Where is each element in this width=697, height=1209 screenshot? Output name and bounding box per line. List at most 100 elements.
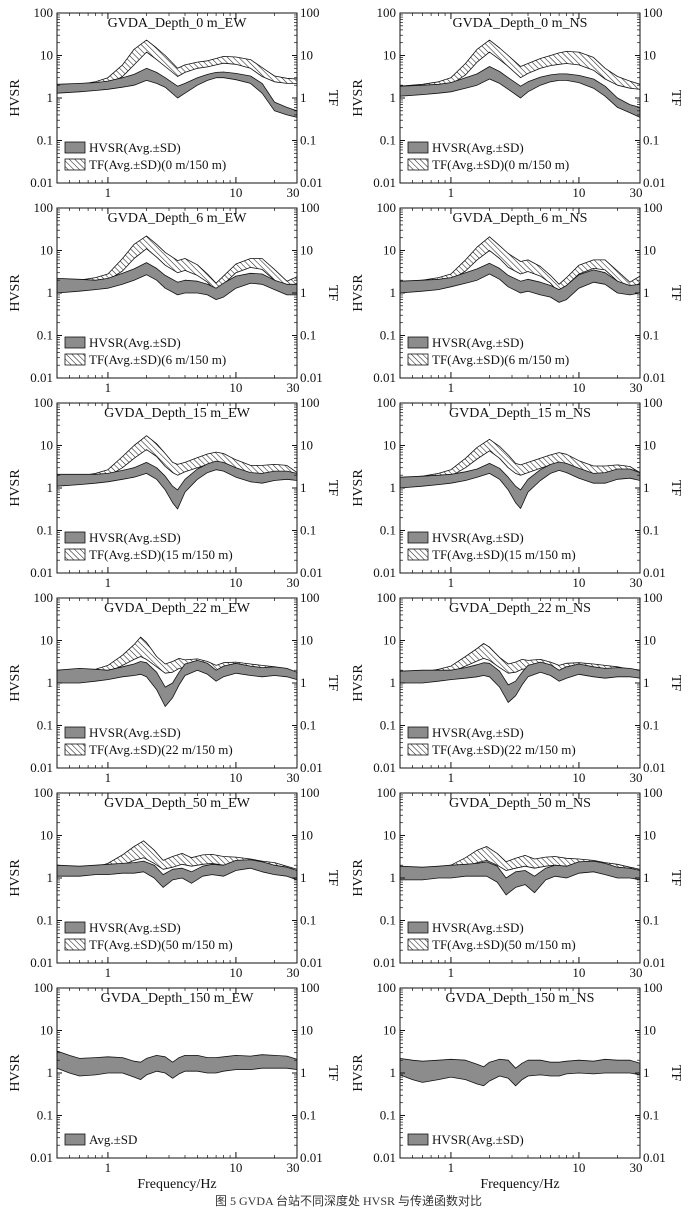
chart-panel-8: 0.01 0.01 0.1 0.1 1 1 10 10 100 100 1 10 30 GVDA_Dept… bbox=[351, 590, 683, 785]
y-tick-label-left: 0.1 bbox=[380, 328, 396, 343]
chart-panel-1: 0.01 0.01 0.1 0.1 1 1 10 10 100 100 1 10 30 GVDA_Dept… bbox=[8, 5, 340, 200]
y-tick-label-right: 10 bbox=[300, 243, 313, 258]
y-tick-label-left: 0.1 bbox=[37, 913, 53, 928]
y-tick-label-left: 100 bbox=[377, 980, 397, 995]
y-tick-label-right: 0.1 bbox=[300, 1108, 316, 1123]
legend-label: HVSR(Avg.±SD) bbox=[89, 920, 181, 935]
chart-title: GVDA_Depth_15 m_NS bbox=[449, 406, 591, 421]
legend-swatch bbox=[407, 743, 429, 756]
x-tick-label: 10 bbox=[229, 380, 242, 395]
y-axis-label-left: HVSR bbox=[351, 469, 366, 507]
y-tick-label-right: 1 bbox=[300, 870, 307, 885]
y-tick-label-right: 0.01 bbox=[300, 565, 323, 580]
y-tick-label-left: 1 bbox=[47, 90, 54, 105]
legend-swatch bbox=[407, 353, 429, 366]
y-tick-label-left: 100 bbox=[377, 395, 397, 410]
y-tick-label-right: 100 bbox=[643, 200, 663, 215]
chart-panel-5: 0.01 0.01 0.1 0.1 1 1 10 10 100 100 1 10 30 GVDA_Dept… bbox=[8, 395, 340, 590]
y-tick-label-left: 10 bbox=[40, 48, 53, 63]
y-tick-label-left: 100 bbox=[34, 785, 54, 800]
y-tick-label-right: 1 bbox=[300, 480, 307, 495]
legend-label: TF(Avg.±SD)(15 m/150 m) bbox=[432, 547, 576, 562]
y-tick-label-left: 10 bbox=[40, 438, 53, 453]
chart-title: GVDA_Depth_50 m_EW bbox=[104, 796, 251, 811]
legend-label: TF(Avg.±SD)(50 m/150 m) bbox=[432, 937, 576, 952]
y-tick-label-right: 100 bbox=[300, 980, 320, 995]
y-tick-label-left: 1 bbox=[47, 675, 54, 690]
y-axis-label-left: HVSR bbox=[351, 79, 366, 117]
y-tick-label-left: 10 bbox=[383, 438, 396, 453]
y-tick-label-right: 1 bbox=[643, 870, 650, 885]
chart-panel-4: 0.01 0.01 0.1 0.1 1 1 10 10 100 100 1 10 30 GVDA_Dept… bbox=[351, 200, 683, 395]
chart-title: GVDA_Depth_22 m_EW bbox=[104, 601, 251, 616]
x-tick-label: 1 bbox=[448, 965, 455, 980]
y-axis-label-right: TF bbox=[325, 480, 340, 497]
chart-title: GVDA_Depth_150 m_NS bbox=[446, 991, 595, 1006]
legend-swatch bbox=[64, 726, 86, 739]
y-tick-label-left: 0.01 bbox=[373, 955, 396, 970]
x-tick-label: 30 bbox=[630, 380, 643, 395]
chart-title: GVDA_Depth_0 m_NS bbox=[453, 16, 588, 31]
y-tick-label-left: 100 bbox=[34, 5, 54, 20]
y-axis-label-left: HVSR bbox=[351, 274, 366, 312]
y-axis-label-right: TF bbox=[325, 675, 340, 692]
y-tick-label-right: 0.01 bbox=[643, 370, 666, 385]
y-tick-label-right: 0.1 bbox=[300, 718, 316, 733]
y-axis-label-right: TF bbox=[668, 870, 683, 887]
y-tick-label-right: 1 bbox=[643, 90, 650, 105]
y-tick-label-right: 0.1 bbox=[643, 1108, 659, 1123]
y-tick-label-right: 100 bbox=[300, 785, 320, 800]
y-axis-label-left: HVSR bbox=[8, 274, 23, 312]
y-axis-label-right: TF bbox=[668, 675, 683, 692]
y-tick-label-left: 0.1 bbox=[380, 523, 396, 538]
y-tick-label-right: 0.1 bbox=[643, 913, 659, 928]
y-tick-label-right: 10 bbox=[300, 48, 313, 63]
y-tick-label-left: 0.1 bbox=[380, 1108, 396, 1123]
x-tick-label: 30 bbox=[630, 770, 643, 785]
legend-label: HVSR(Avg.±SD) bbox=[89, 725, 181, 740]
y-axis-label-right: TF bbox=[325, 90, 340, 107]
figure-caption: 图 5 GVDA 台站不同深度处 HVSR 与传递函数对比 bbox=[214, 1194, 482, 1208]
chart-panel-7: 0.01 0.01 0.1 0.1 1 1 10 10 100 100 1 10 30 GVDA_Dept… bbox=[8, 590, 340, 785]
y-tick-label-left: 1 bbox=[390, 90, 397, 105]
y-tick-label-right: 0.01 bbox=[300, 955, 323, 970]
y-axis-label-left: HVSR bbox=[8, 469, 23, 507]
y-tick-label-left: 1 bbox=[390, 285, 397, 300]
y-tick-label-left: 0.1 bbox=[37, 523, 53, 538]
y-tick-label-left: 100 bbox=[377, 590, 397, 605]
y-tick-label-right: 1 bbox=[300, 90, 307, 105]
legend-label: HVSR(Avg.±SD) bbox=[89, 140, 181, 155]
y-tick-label-left: 0.1 bbox=[37, 718, 53, 733]
x-tick-label: 10 bbox=[229, 1160, 242, 1175]
y-tick-label-left: 10 bbox=[383, 828, 396, 843]
legend-label: TF(Avg.±SD)(22 m/150 m) bbox=[432, 742, 576, 757]
y-axis-label-right: TF bbox=[668, 285, 683, 302]
y-tick-label-right: 10 bbox=[300, 1023, 313, 1038]
x-tick-label: 1 bbox=[448, 380, 455, 395]
y-tick-label-left: 1 bbox=[47, 480, 54, 495]
y-tick-label-left: 1 bbox=[47, 1065, 54, 1080]
y-tick-label-right: 100 bbox=[643, 5, 663, 20]
y-tick-label-left: 0.01 bbox=[30, 1150, 53, 1165]
legend-swatch bbox=[64, 548, 86, 561]
legend-swatch bbox=[64, 938, 86, 951]
tf-band bbox=[399, 39, 641, 91]
y-tick-label-left: 0.01 bbox=[373, 760, 396, 775]
y-tick-label-right: 0.1 bbox=[643, 328, 659, 343]
x-tick-label: 1 bbox=[105, 770, 112, 785]
y-tick-label-right: 1 bbox=[300, 285, 307, 300]
x-tick-label: 10 bbox=[229, 770, 242, 785]
chart-title: GVDA_Depth_15 m_EW bbox=[104, 406, 251, 421]
y-tick-label-left: 0.1 bbox=[37, 328, 53, 343]
chart-title: GVDA_Depth_22 m_NS bbox=[449, 601, 591, 616]
x-tick-label: 1 bbox=[448, 575, 455, 590]
legend-swatch bbox=[64, 531, 86, 544]
y-tick-label-right: 100 bbox=[300, 590, 320, 605]
y-tick-label-right: 0.01 bbox=[643, 760, 666, 775]
x-tick-label: 30 bbox=[287, 770, 300, 785]
y-tick-label-right: 0.01 bbox=[643, 1150, 666, 1165]
x-tick-label: 30 bbox=[287, 965, 300, 980]
y-tick-label-left: 1 bbox=[47, 870, 54, 885]
y-axis-label-left: HVSR bbox=[8, 859, 23, 897]
